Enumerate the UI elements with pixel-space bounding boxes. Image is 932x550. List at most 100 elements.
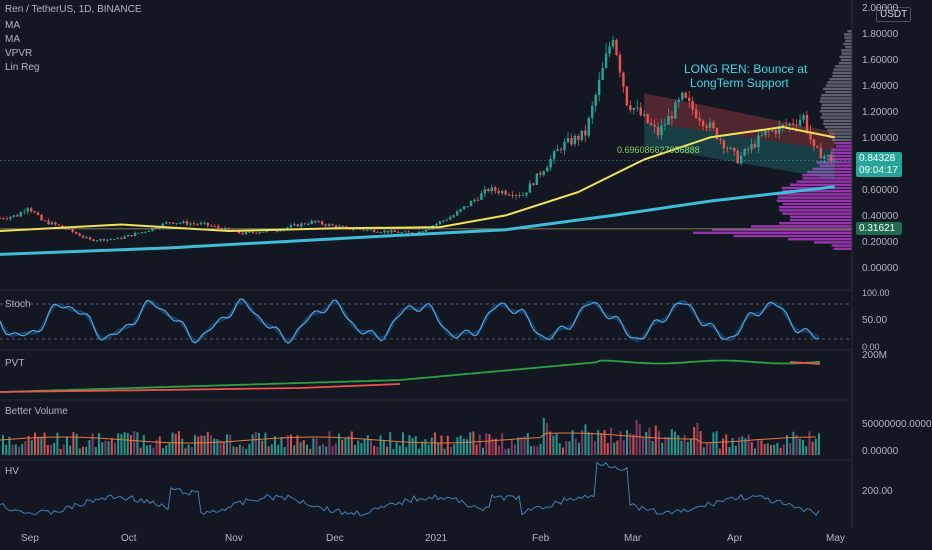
time-tick: Oct xyxy=(121,533,137,544)
candle-body xyxy=(667,116,669,125)
volume-label[interactable]: Better Volume xyxy=(5,406,68,417)
volume-bar xyxy=(210,436,212,455)
volume-bar xyxy=(367,435,369,455)
price-tick: 1.40000 xyxy=(862,81,898,92)
volume-bar xyxy=(2,435,4,455)
volume-bar xyxy=(818,433,820,455)
volume-bar xyxy=(223,441,225,455)
volume-bar xyxy=(21,444,23,455)
candle-body xyxy=(775,130,777,134)
candle-body xyxy=(47,221,49,225)
candle-body xyxy=(740,156,742,164)
candle-body xyxy=(407,231,409,232)
time-tick: Apr xyxy=(727,533,743,544)
candle-body xyxy=(536,173,538,184)
volume-bar xyxy=(434,432,436,455)
volume-bar xyxy=(719,449,721,455)
volume-bar xyxy=(229,435,231,455)
stoch-label[interactable]: Stoch xyxy=(5,299,31,310)
volume-bar xyxy=(812,442,814,455)
volume-bar xyxy=(508,448,510,455)
candle-body xyxy=(563,142,565,150)
hv-label[interactable]: HV xyxy=(5,466,19,477)
volume-bar xyxy=(754,448,756,455)
volume-bar xyxy=(258,433,260,455)
candle-body xyxy=(719,139,721,140)
volume-bar xyxy=(124,432,126,455)
candle-body xyxy=(629,105,631,110)
candle-body xyxy=(404,231,406,232)
legend-vpvr[interactable]: VPVR xyxy=(5,48,32,59)
price-tick: 1.80000 xyxy=(862,29,898,40)
candle-body xyxy=(58,225,60,226)
candle-body xyxy=(214,226,216,227)
candle-body xyxy=(342,226,344,227)
volume-bar xyxy=(344,438,346,455)
volume-bar xyxy=(162,448,164,455)
candle-body xyxy=(768,131,770,132)
candle-body xyxy=(123,236,125,238)
candle-body xyxy=(498,191,500,193)
candle-body xyxy=(120,238,122,239)
vpvr-bar xyxy=(823,123,852,125)
legend-ma-2[interactable]: MA xyxy=(5,34,20,45)
volume-bar xyxy=(316,438,318,455)
volume-bar xyxy=(226,434,228,455)
volume-bar xyxy=(111,438,113,455)
candle-body xyxy=(511,195,513,196)
volume-bar xyxy=(303,440,305,455)
legend-linreg[interactable]: Lin Reg xyxy=(5,62,39,73)
vpvr-bar xyxy=(797,180,852,182)
volume-bar xyxy=(482,448,484,455)
volume-bar xyxy=(88,440,90,455)
volume-bar xyxy=(776,443,778,455)
ma-slow-line xyxy=(0,187,835,255)
vpvr-bar xyxy=(825,91,852,93)
candle-body xyxy=(328,224,330,226)
time-tick: Feb xyxy=(532,533,549,544)
volume-bar xyxy=(652,441,654,455)
vpvr-bar xyxy=(822,113,852,115)
candle-body xyxy=(792,124,794,125)
candle-body xyxy=(782,125,784,126)
volume-bar xyxy=(181,439,183,455)
price-tick: 1.60000 xyxy=(862,55,898,66)
vpvr-bar xyxy=(821,107,852,109)
volume-bar xyxy=(728,447,730,455)
candle-body xyxy=(660,126,662,135)
vpvr-bar xyxy=(790,216,852,218)
volume-bar xyxy=(300,442,302,455)
time-tick: Mar xyxy=(624,533,641,544)
volume-bar xyxy=(677,435,679,455)
candle-body xyxy=(141,232,143,233)
volume-bar xyxy=(556,434,558,455)
candle-body xyxy=(702,121,704,126)
volume-bar xyxy=(485,433,487,455)
volume-bar xyxy=(648,428,650,455)
vpvr-bar xyxy=(834,248,852,250)
vpvr-bar xyxy=(790,184,852,186)
candle-body xyxy=(601,68,603,80)
legend-ma-1[interactable]: MA xyxy=(5,20,20,31)
candle-body xyxy=(833,161,835,162)
volume-bar xyxy=(341,440,343,455)
pvt-label[interactable]: PVT xyxy=(5,358,24,369)
volume-bar xyxy=(732,438,734,455)
candle-body xyxy=(51,222,53,224)
candle-body xyxy=(747,149,749,150)
candle-body xyxy=(276,231,278,232)
volume-bar xyxy=(568,442,570,455)
price-tick: 0.20000 xyxy=(862,237,898,248)
vpvr-bar xyxy=(835,65,852,67)
candle-body xyxy=(117,238,119,239)
volume-bar xyxy=(216,439,218,455)
volume-bar xyxy=(392,449,394,455)
candle-body xyxy=(494,187,496,191)
candle-body xyxy=(446,220,448,221)
candle-body xyxy=(546,167,548,171)
vpvr-bar xyxy=(779,222,852,224)
volume-bar xyxy=(578,443,580,455)
volume-pane xyxy=(0,418,820,455)
candle-body xyxy=(380,232,382,233)
